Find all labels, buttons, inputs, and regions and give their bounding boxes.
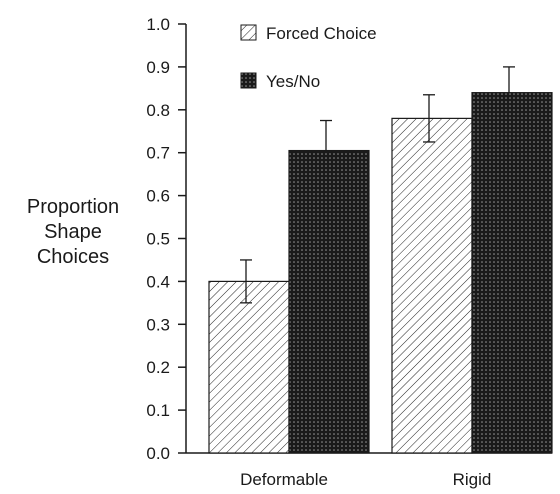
bar-rigid-yes-no	[471, 92, 553, 454]
y-tick-label: 0.2	[146, 358, 170, 377]
y-tick-label: 0.9	[146, 58, 170, 77]
legend: Forced Choice Yes/No	[240, 24, 377, 91]
y-axis-title-line-2: Shape	[44, 221, 102, 243]
category-label-deformable: Deformable	[240, 470, 328, 489]
y-tick-label: 1.0	[146, 15, 170, 34]
legend-swatch-yes-no	[240, 72, 257, 89]
error-bars-group	[240, 66, 515, 304]
y-axis-title-line-3: Choices	[37, 246, 109, 268]
legend-swatch-forced-choice	[240, 24, 257, 41]
legend-label-yes-no: Yes/No	[266, 72, 320, 91]
y-tick-label: 0.4	[146, 272, 170, 291]
legend-label-forced-choice: Forced Choice	[266, 24, 377, 43]
error-bar-rigid-yes-no	[503, 66, 515, 93]
y-axis-title-line-1: Proportion	[27, 196, 119, 218]
bar-rigid-forced-choice	[391, 117, 473, 454]
error-bar-deformable-yes-no	[320, 119, 332, 151]
y-tick-label: 0.0	[146, 444, 170, 463]
bar-deformable-forced-choice	[208, 280, 290, 454]
y-tick-label: 0.8	[146, 101, 170, 120]
y-tick-label: 0.7	[146, 144, 170, 163]
bars-group	[208, 92, 553, 454]
y-tick-label: 0.1	[146, 401, 170, 420]
error-bar-deformable-forced-choice	[240, 259, 252, 304]
bar-deformable-yes-no	[288, 149, 370, 454]
error-bar-rigid-forced-choice	[423, 94, 435, 143]
y-tick-label: 0.3	[146, 315, 170, 334]
y-axis-ticks: 0.0 0.1 0.2 0.3 0.4 0.5 0.6 0.7 0.8 0.9 1.0	[146, 15, 186, 463]
y-tick-label: 0.5	[146, 230, 170, 249]
category-label-rigid: Rigid	[453, 470, 492, 489]
y-tick-label: 0.6	[146, 187, 170, 206]
